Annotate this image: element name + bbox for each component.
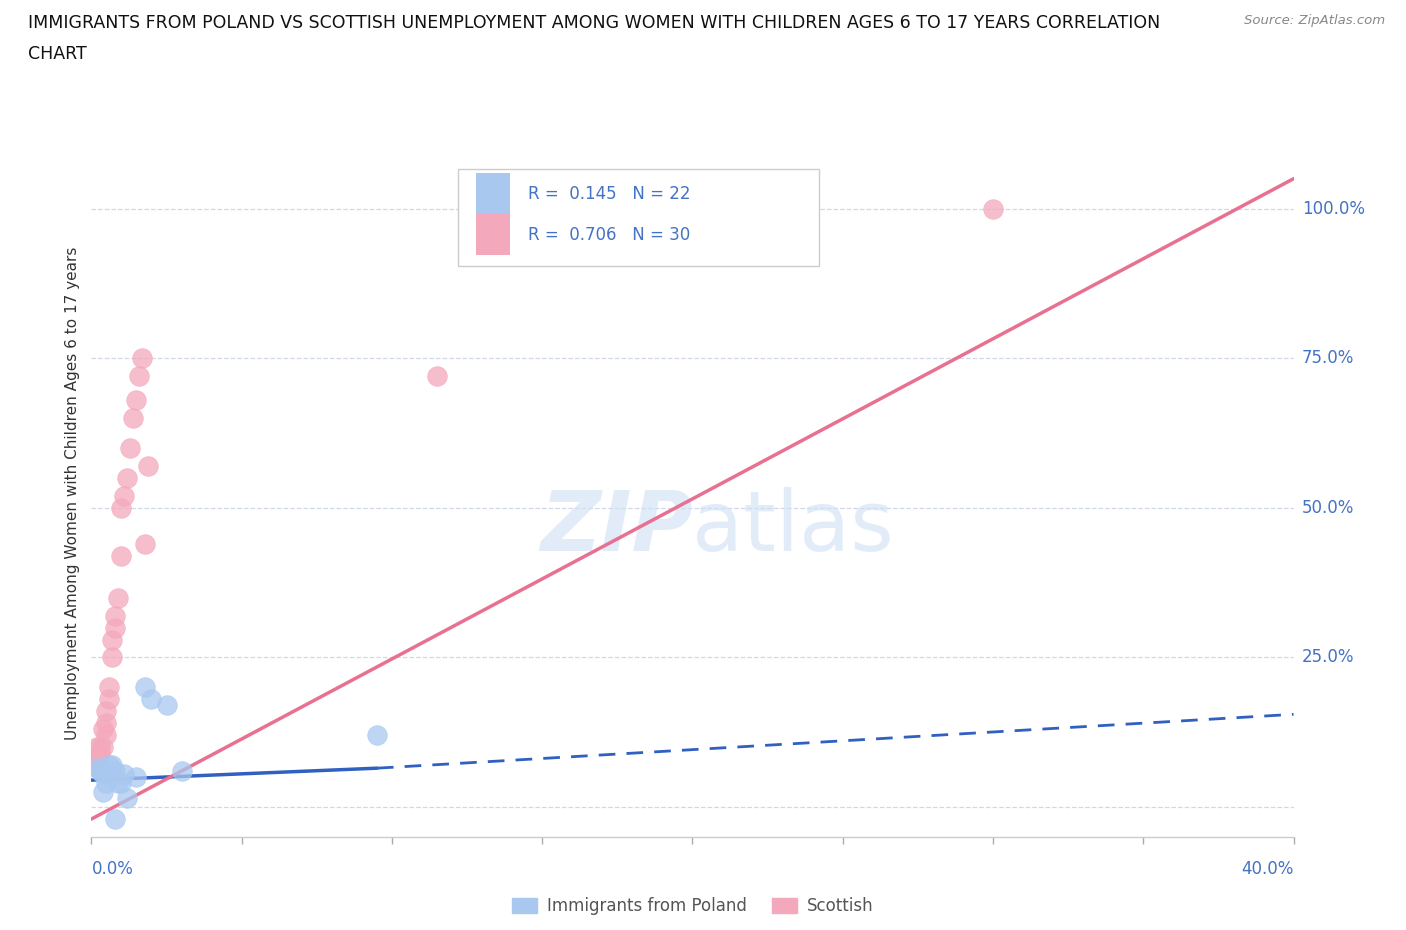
Point <box>138 458 160 473</box>
Bar <box>477 173 510 214</box>
Point <box>96 704 118 719</box>
FancyBboxPatch shape <box>458 169 818 266</box>
Point <box>98 680 121 695</box>
Point <box>98 764 121 778</box>
Text: atlas: atlas <box>692 486 894 568</box>
Text: IMMIGRANTS FROM POLAND VS SCOTTISH UNEMPLOYMENT AMONG WOMEN WITH CHILDREN AGES 6: IMMIGRANTS FROM POLAND VS SCOTTISH UNEMP… <box>28 14 1160 32</box>
Point <box>155 698 177 712</box>
Text: 75.0%: 75.0% <box>1302 350 1354 367</box>
Point <box>104 620 127 635</box>
Text: 25.0%: 25.0% <box>1302 648 1354 667</box>
Text: R =  0.145   N = 22: R = 0.145 N = 22 <box>527 184 690 203</box>
Point <box>128 369 150 384</box>
Point <box>122 411 145 426</box>
Point <box>117 790 139 805</box>
Point <box>170 764 193 778</box>
Point <box>125 392 148 407</box>
Point <box>96 716 118 731</box>
Point <box>98 692 121 707</box>
Point <box>89 764 111 778</box>
Point <box>101 766 124 781</box>
Point <box>114 488 136 503</box>
Text: ZIP: ZIP <box>540 486 692 568</box>
Point <box>101 758 124 773</box>
Y-axis label: Unemployment Among Women with Children Ages 6 to 17 years: Unemployment Among Women with Children A… <box>65 246 80 739</box>
Point <box>98 758 121 773</box>
Legend: Immigrants from Poland, Scottish: Immigrants from Poland, Scottish <box>505 890 880 922</box>
Point <box>101 650 124 665</box>
Point <box>89 739 111 754</box>
Point <box>96 764 118 778</box>
Text: Source: ZipAtlas.com: Source: ZipAtlas.com <box>1244 14 1385 27</box>
Point <box>110 549 132 564</box>
Point <box>981 201 1004 216</box>
Point <box>93 739 115 754</box>
Text: 50.0%: 50.0% <box>1302 498 1354 517</box>
Text: CHART: CHART <box>28 45 87 62</box>
Point <box>131 351 153 365</box>
Point <box>110 500 132 515</box>
Point <box>366 728 388 743</box>
Point <box>93 722 115 737</box>
Point <box>104 764 127 778</box>
Bar <box>477 214 510 256</box>
Point <box>93 785 115 800</box>
Point <box>125 770 148 785</box>
Point <box>83 758 105 773</box>
Point <box>101 632 124 647</box>
Point <box>104 812 127 827</box>
Point <box>107 776 129 790</box>
Point <box>104 608 127 623</box>
Text: R =  0.706   N = 30: R = 0.706 N = 30 <box>527 226 690 244</box>
Point <box>110 776 132 790</box>
Point <box>86 751 108 766</box>
Point <box>117 471 139 485</box>
Point <box>89 746 111 761</box>
Point <box>134 680 156 695</box>
Point <box>120 441 142 456</box>
Point <box>96 728 118 743</box>
Point <box>141 692 163 707</box>
Point <box>86 739 108 754</box>
Text: 100.0%: 100.0% <box>1302 200 1365 218</box>
Text: 0.0%: 0.0% <box>91 860 134 878</box>
Point <box>96 776 118 790</box>
Point <box>86 761 108 776</box>
Point <box>134 537 156 551</box>
Point <box>107 591 129 605</box>
Point <box>426 369 449 384</box>
Text: 40.0%: 40.0% <box>1241 860 1294 878</box>
Point <box>93 766 115 781</box>
Point <box>114 766 136 781</box>
